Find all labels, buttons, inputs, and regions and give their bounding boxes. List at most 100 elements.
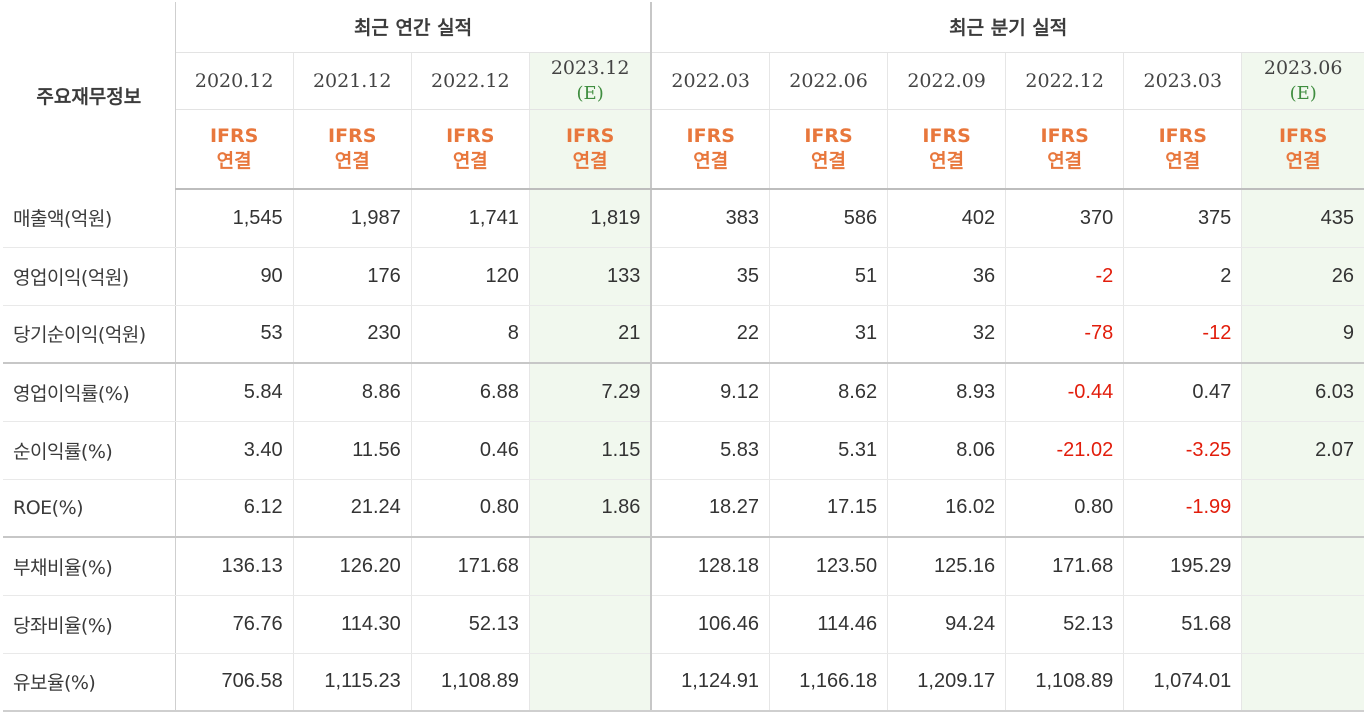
table-cell: 706.58 bbox=[174, 653, 294, 712]
table-cell: -12 bbox=[1123, 305, 1242, 364]
table-cell: 586 bbox=[768, 189, 888, 248]
table-cell: 53 bbox=[174, 305, 294, 364]
table-cell: 0.80 bbox=[1005, 479, 1124, 538]
ifrs-consolidated-label: IFRS 연결 bbox=[410, 109, 530, 190]
ifrs-text: IFRS bbox=[1040, 124, 1089, 147]
table-row: 매출액(억원) 1,545 1,987 1,741 1,819 383 586 402 370 3… bbox=[3, 189, 1364, 248]
consolidated-text: 연결 bbox=[693, 149, 729, 172]
row-label: 영업이익(억원) bbox=[3, 247, 176, 306]
table-cell: 52.13 bbox=[1005, 595, 1124, 654]
table-cell: 8 bbox=[410, 305, 530, 364]
table-cell: 2.07 bbox=[1241, 421, 1364, 480]
table-cell: 123.50 bbox=[768, 537, 888, 596]
ifrs-consolidated-label: IFRS 연결 bbox=[174, 109, 294, 190]
consolidated-text: 연결 bbox=[929, 149, 965, 172]
table-cell: 375 bbox=[1123, 189, 1242, 248]
table-cell bbox=[528, 537, 653, 596]
table-cell: 8.93 bbox=[887, 363, 1006, 422]
ifrs-text: IFRS bbox=[328, 124, 377, 147]
table-cell: 94.24 bbox=[887, 595, 1006, 654]
period-date: 2022.03 bbox=[671, 69, 750, 92]
table-cell: 8.86 bbox=[292, 363, 412, 422]
table-cell: -1.99 bbox=[1123, 479, 1242, 538]
table-cell: 1,166.18 bbox=[768, 653, 888, 712]
table-cell: 51 bbox=[768, 247, 888, 306]
table-cell: 1,124.91 bbox=[650, 653, 770, 712]
table-cell: 114.30 bbox=[292, 595, 412, 654]
ifrs-consolidated-label: IFRS 연결 bbox=[1241, 109, 1364, 190]
consolidated-text: 연결 bbox=[1047, 149, 1083, 172]
table-cell: 1,545 bbox=[174, 189, 294, 248]
ifrs-text: IFRS bbox=[446, 124, 495, 147]
table-cell: 6.12 bbox=[174, 479, 294, 538]
table-cell bbox=[528, 595, 653, 654]
table-cell: 5.83 bbox=[650, 421, 770, 480]
table-cell: 90 bbox=[174, 247, 294, 306]
table-row: 당좌비율(%) 76.76 114.30 52.13 106.46 114.46 94.24… bbox=[3, 595, 1364, 654]
row-label: ROE(%) bbox=[3, 479, 176, 538]
table-cell: 171.68 bbox=[1005, 537, 1124, 596]
table-row: 유보율(%) 706.58 1,115.23 1,108.89 1,124.91 1,16… bbox=[3, 653, 1364, 712]
row-label: 영업이익률(%) bbox=[3, 363, 176, 422]
table-cell: 1,108.89 bbox=[410, 653, 530, 712]
table-cell: 51.68 bbox=[1123, 595, 1242, 654]
table-cell: 3.40 bbox=[174, 421, 294, 480]
table-cell: 1,108.89 bbox=[1005, 653, 1124, 712]
table-cell: 136.13 bbox=[174, 537, 294, 596]
period-header: 2022.06 bbox=[768, 52, 888, 110]
table-cell: 176 bbox=[292, 247, 412, 306]
table-cell: 1,209.17 bbox=[887, 653, 1006, 712]
table-row: 당기순이익(억원) 53 230 8 21 22 31 32 -78 -12 9 bbox=[3, 305, 1364, 364]
table-cell: 106.46 bbox=[650, 595, 770, 654]
table-cell: 0.80 bbox=[410, 479, 530, 538]
ifrs-text: IFRS bbox=[804, 124, 853, 147]
period-header: 2023.03 bbox=[1123, 52, 1242, 110]
table-cell: 0.47 bbox=[1123, 363, 1242, 422]
table-cell: 22 bbox=[650, 305, 770, 364]
ifrs-text: IFRS bbox=[686, 124, 735, 147]
table-cell: 8.06 bbox=[887, 421, 1006, 480]
table-cell: 402 bbox=[887, 189, 1006, 248]
table-cell: 6.88 bbox=[410, 363, 530, 422]
row-header-label: 주요재무정보 bbox=[3, 2, 176, 189]
row-label: 매출액(억원) bbox=[3, 189, 176, 248]
table-cell bbox=[528, 653, 653, 712]
table-cell: 31 bbox=[768, 305, 888, 364]
period-header: 2021.12 bbox=[292, 52, 412, 110]
table-cell: 16.02 bbox=[887, 479, 1006, 538]
table-cell: 230 bbox=[292, 305, 412, 364]
table-cell: 126.20 bbox=[292, 537, 412, 596]
row-label: 당기순이익(억원) bbox=[3, 305, 176, 364]
period-date: 2023.03 bbox=[1143, 69, 1223, 92]
table-cell: -0.44 bbox=[1005, 363, 1124, 422]
table-cell: 6.03 bbox=[1241, 363, 1364, 422]
ifrs-consolidated-label: IFRS 연결 bbox=[528, 109, 653, 190]
table-cell: 32 bbox=[887, 305, 1006, 364]
table-cell: 0.46 bbox=[410, 421, 530, 480]
table-cell: 17.15 bbox=[768, 479, 888, 538]
table-cell: 1,987 bbox=[292, 189, 412, 248]
annual-results-header: 최근 연간 실적 bbox=[175, 2, 653, 53]
table-cell bbox=[1241, 653, 1364, 712]
table-cell: 76.76 bbox=[174, 595, 294, 654]
table-cell: 9.12 bbox=[650, 363, 770, 422]
table-cell: 52.13 bbox=[410, 595, 530, 654]
ifrs-text: IFRS bbox=[565, 124, 615, 147]
period-header: 2022.09 bbox=[887, 52, 1006, 110]
table-cell: 1,741 bbox=[410, 189, 530, 248]
ifrs-consolidated-label: IFRS 연결 bbox=[1005, 109, 1124, 190]
table-cell: 133 bbox=[528, 247, 653, 306]
ifrs-consolidated-label: IFRS 연결 bbox=[292, 109, 412, 190]
table-row: 영업이익(억원) 90 176 120 133 35 51 36 -2 2 26 bbox=[3, 247, 1364, 306]
table-cell: 1,115.23 bbox=[292, 653, 412, 712]
period-date: 2023.06 bbox=[1263, 56, 1343, 79]
consolidated-text: 연결 bbox=[1165, 149, 1201, 172]
table-cell: 383 bbox=[650, 189, 770, 248]
table-cell: 7.29 bbox=[528, 363, 653, 422]
table-cell: 5.31 bbox=[768, 421, 888, 480]
period-header: 2022.12 bbox=[1005, 52, 1124, 110]
period-header: 2022.03 bbox=[650, 52, 770, 110]
estimate-marker: (E) bbox=[576, 82, 604, 104]
table-cell: 21 bbox=[528, 305, 653, 364]
table-cell: 1.15 bbox=[528, 421, 653, 480]
